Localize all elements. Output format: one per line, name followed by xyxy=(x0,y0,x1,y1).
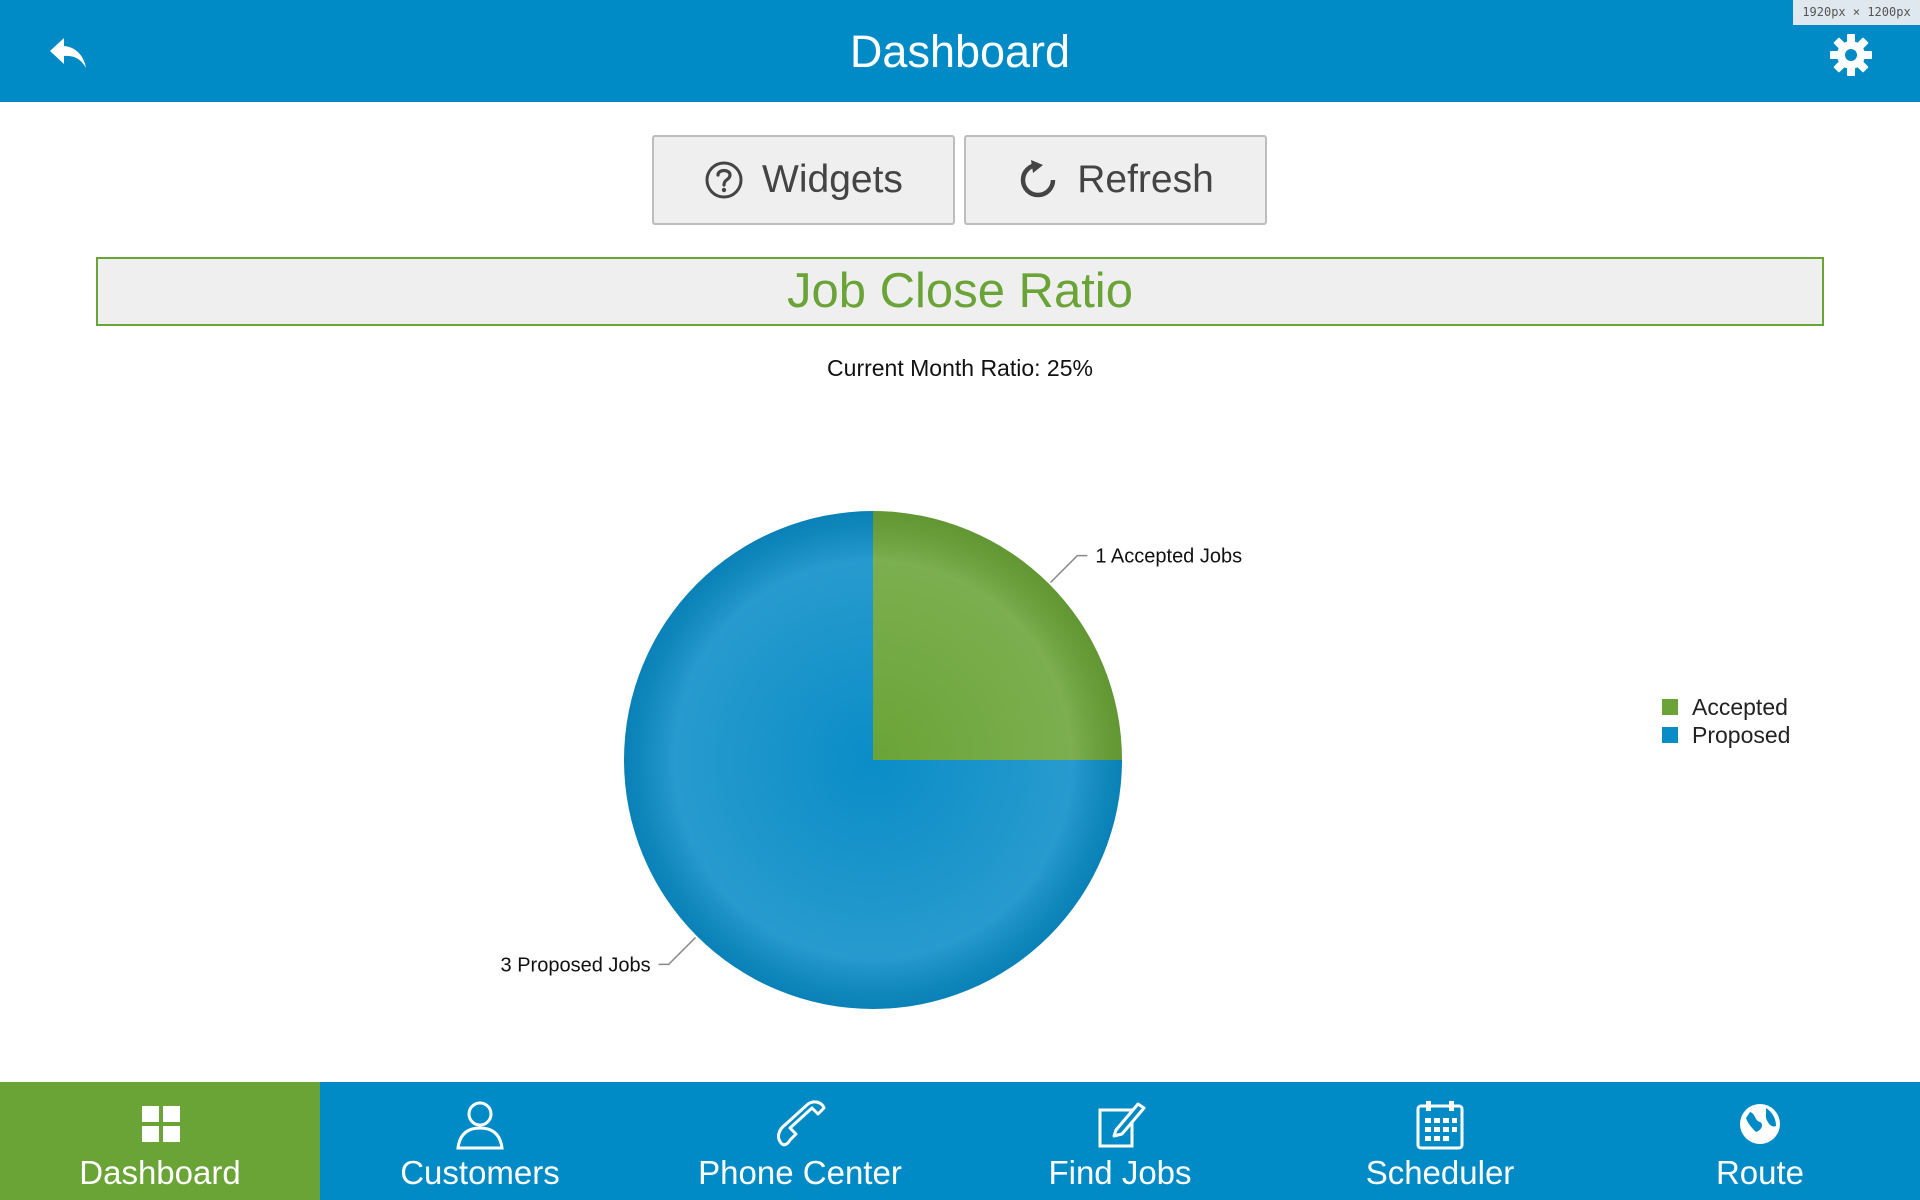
gear-icon[interactable] xyxy=(1828,32,1874,78)
legend-item-proposed[interactable]: Proposed xyxy=(1662,721,1790,749)
nav-label-phone-center: Phone Center xyxy=(698,1154,902,1191)
bottom-navigation: Dashboard Customers Phone Center Find Jo… xyxy=(0,1082,1920,1200)
widget-title: Job Close Ratio xyxy=(96,257,1824,326)
nav-label-route: Route xyxy=(1715,1154,1805,1191)
nav-item-phone-center[interactable]: Phone Center xyxy=(640,1082,960,1200)
nav-item-customers[interactable]: Customers xyxy=(320,1082,640,1200)
nav-label-scheduler: Scheduler xyxy=(1365,1154,1515,1191)
person-icon xyxy=(456,1101,504,1150)
refresh-label: Refresh xyxy=(1077,158,1214,201)
widgets-label: Widgets xyxy=(762,158,903,201)
page-title: Dashboard xyxy=(849,26,1071,77)
nav-item-dashboard[interactable]: Dashboard xyxy=(0,1082,320,1200)
legend-label-accepted: Accepted xyxy=(1692,693,1788,720)
pie-label-leader-proposed xyxy=(658,936,697,966)
pie-data-label-accepted: 1 Accepted Jobs xyxy=(1095,546,1242,568)
pie-data-label-proposed: 3 Proposed Jobs xyxy=(501,954,651,976)
nav-item-find-jobs[interactable]: Find Jobs xyxy=(960,1082,1280,1200)
help-circle-icon xyxy=(705,161,743,199)
edit-note-icon xyxy=(1098,1102,1146,1148)
legend-item-accepted[interactable]: Accepted xyxy=(1662,693,1790,721)
back-arrow-icon[interactable] xyxy=(48,36,88,70)
legend-swatch-accepted xyxy=(1662,699,1678,715)
widgets-button[interactable]: Widgets xyxy=(652,135,955,225)
nav-label-find-jobs: Find Jobs xyxy=(1048,1154,1192,1191)
refresh-button[interactable]: Refresh xyxy=(964,135,1267,225)
pie-label-leader-accepted xyxy=(1049,554,1088,584)
refresh-icon xyxy=(1021,160,1056,198)
nav-label-customers: Customers xyxy=(400,1154,560,1191)
nav-item-route[interactable]: Route xyxy=(1600,1082,1920,1200)
widget-subtitle: Current Month Ratio: 25% xyxy=(827,355,1093,381)
legend-swatch-proposed xyxy=(1662,727,1678,743)
nav-item-scheduler[interactable]: Scheduler xyxy=(1280,1082,1600,1200)
dimension-badge: 1920px × 1200px xyxy=(1793,0,1920,25)
chart-legend: Accepted Proposed xyxy=(1662,693,1790,749)
pie-slice-accepted[interactable] xyxy=(873,511,1122,760)
pie-chart: 1 Accepted Jobs 3 Proposed Jobs xyxy=(501,511,1242,1009)
legend-label-proposed: Proposed xyxy=(1692,721,1791,748)
phone-icon xyxy=(777,1100,826,1147)
nav-label-dashboard: Dashboard xyxy=(79,1154,241,1191)
dashboard-grid-icon xyxy=(142,1106,180,1142)
globe-icon xyxy=(1740,1104,1780,1144)
calendar-icon xyxy=(1416,1101,1464,1150)
app-header: Dashboard xyxy=(0,0,1920,102)
